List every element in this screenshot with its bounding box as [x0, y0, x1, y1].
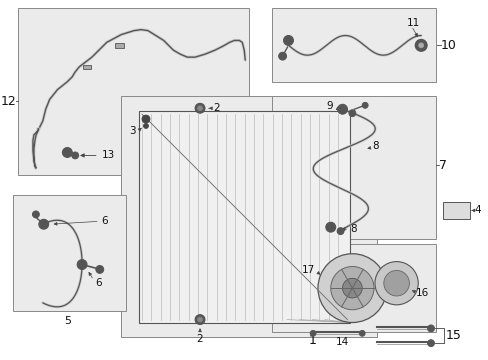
Circle shape — [348, 110, 355, 117]
Circle shape — [359, 330, 365, 336]
Bar — [114, 43, 124, 48]
Text: 4: 4 — [473, 206, 480, 216]
Circle shape — [195, 315, 204, 324]
Text: 2: 2 — [212, 103, 219, 113]
Bar — [271, 244, 435, 332]
Text: 8: 8 — [371, 141, 378, 150]
Circle shape — [383, 270, 408, 296]
Circle shape — [337, 104, 347, 114]
Circle shape — [414, 40, 426, 51]
Circle shape — [362, 102, 367, 108]
Circle shape — [374, 262, 417, 305]
Circle shape — [309, 330, 315, 336]
Circle shape — [336, 228, 344, 235]
Bar — [18, 8, 249, 175]
Circle shape — [197, 317, 202, 322]
Bar — [13, 195, 126, 311]
Circle shape — [325, 222, 335, 232]
Text: 9: 9 — [325, 101, 332, 111]
Text: 5: 5 — [64, 316, 71, 326]
Circle shape — [62, 148, 72, 157]
Circle shape — [32, 211, 39, 218]
Circle shape — [39, 219, 49, 229]
Circle shape — [342, 278, 362, 298]
Text: 1: 1 — [308, 334, 316, 347]
Circle shape — [283, 36, 293, 45]
Text: 10: 10 — [440, 39, 456, 52]
Bar — [271, 8, 435, 82]
Circle shape — [197, 106, 202, 111]
Circle shape — [427, 325, 433, 332]
Text: 15: 15 — [445, 329, 461, 342]
Bar — [83, 64, 91, 69]
Text: 6: 6 — [102, 216, 108, 226]
Bar — [442, 202, 469, 219]
Text: 3: 3 — [129, 126, 136, 136]
Text: 12: 12 — [0, 95, 16, 108]
Text: 14: 14 — [335, 337, 348, 347]
Circle shape — [195, 103, 204, 113]
Text: 2: 2 — [196, 334, 203, 344]
Text: 17: 17 — [301, 265, 314, 275]
Text: 8: 8 — [350, 224, 356, 234]
Bar — [271, 96, 435, 239]
Bar — [139, 111, 350, 323]
Bar — [121, 96, 376, 337]
Circle shape — [72, 152, 79, 159]
Circle shape — [278, 52, 286, 60]
Circle shape — [418, 43, 423, 48]
Circle shape — [427, 340, 433, 347]
Circle shape — [330, 266, 373, 310]
Text: 6: 6 — [95, 278, 102, 288]
Circle shape — [77, 260, 87, 269]
Text: 16: 16 — [415, 288, 428, 298]
Circle shape — [142, 115, 150, 123]
Circle shape — [96, 266, 103, 273]
Text: 13: 13 — [102, 150, 115, 161]
Circle shape — [143, 123, 148, 129]
Text: 7: 7 — [438, 159, 446, 172]
Circle shape — [317, 254, 386, 323]
Text: 11: 11 — [406, 18, 419, 28]
